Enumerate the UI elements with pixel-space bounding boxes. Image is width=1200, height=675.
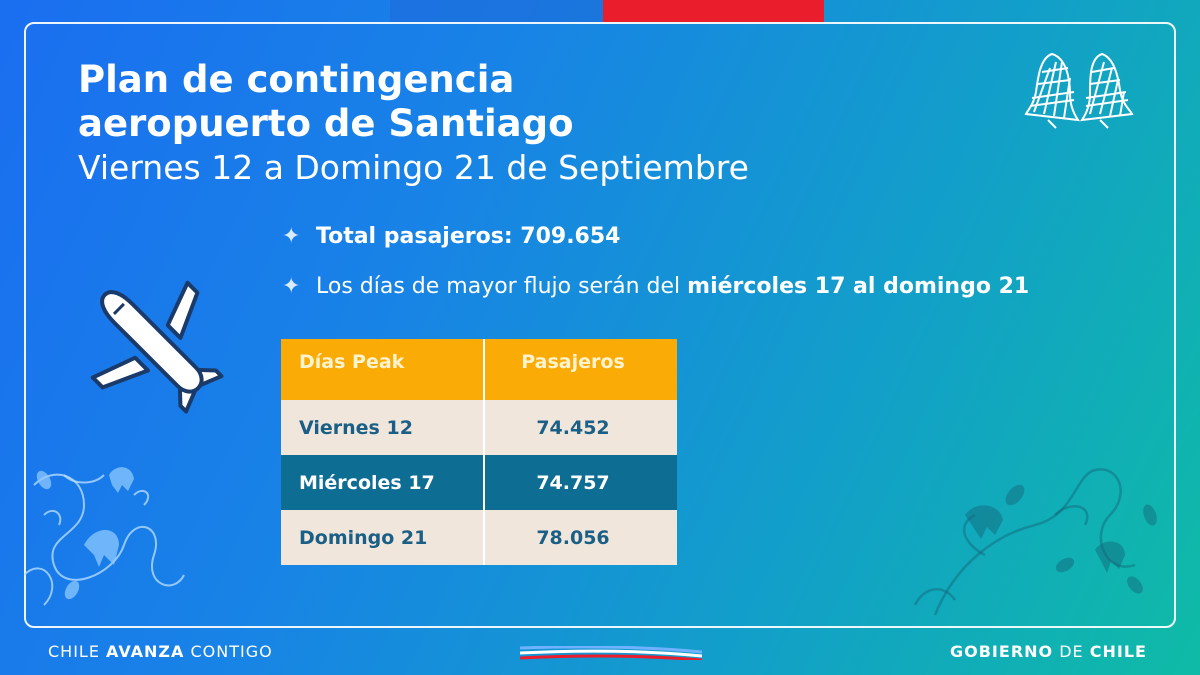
bullet-flow: ✦ Los días de mayor flujo serán del miérc… xyxy=(282,272,1029,302)
header-passengers: Pasajeros xyxy=(521,351,625,373)
title-line-2: aeropuerto de Santiago xyxy=(78,102,574,145)
flow-highlight: miércoles 17 al domingo 21 xyxy=(687,274,1030,299)
table-row: Viernes 12 74.452 xyxy=(281,400,677,455)
slogan-part: CHILE xyxy=(48,642,107,661)
content-frame xyxy=(24,22,1176,628)
flag-stripes-logo xyxy=(520,646,702,660)
page-title: Plan de contingencia aeropuerto de Santi… xyxy=(78,58,574,146)
airplane-icon xyxy=(90,280,224,414)
gov-part: GOBIERNO xyxy=(950,642,1054,661)
title-line-1: Plan de contingencia xyxy=(78,58,515,101)
slogan-part: AVANZA xyxy=(106,642,185,661)
cell-day: Miércoles 17 xyxy=(281,455,485,510)
sparkle-icon: ✦ xyxy=(282,274,301,299)
cell-passengers: 74.757 xyxy=(536,471,610,494)
table-row: Miércoles 17 74.757 xyxy=(281,455,677,510)
top-accent-blue xyxy=(390,0,603,22)
total-passengers: Total pasajeros: 709.654 xyxy=(316,224,621,249)
cell-passengers: 78.056 xyxy=(536,526,610,549)
header-days: Días Peak xyxy=(281,339,485,400)
table-row: Domingo 21 78.056 xyxy=(281,510,677,565)
cell-day: Domingo 21 xyxy=(281,510,485,565)
top-accent-red xyxy=(603,0,824,22)
slogan-part: CONTIGO xyxy=(184,642,273,661)
flower-decoration xyxy=(913,468,1157,616)
cell-passengers: 74.452 xyxy=(536,416,610,439)
bells-icon xyxy=(1024,52,1134,129)
table-header: Días Peak Pasajeros xyxy=(281,339,677,400)
flow-text: Los días de mayor flujo serán del xyxy=(316,274,688,299)
flower-decoration xyxy=(24,467,185,606)
sparkle-icon: ✦ xyxy=(282,224,301,249)
cell-day: Viernes 12 xyxy=(281,400,485,455)
page-subtitle: Viernes 12 a Domingo 21 de Septiembre xyxy=(78,148,749,187)
gov-part: CHILE xyxy=(1089,642,1147,661)
footer-slogan: CHILE AVANZA CONTIGO xyxy=(48,642,273,661)
peak-days-table: Días Peak Pasajeros Viernes 12 74.452 Mi… xyxy=(281,339,677,565)
gov-part: DE xyxy=(1053,642,1090,661)
bullet-total: ✦ Total pasajeros: 709.654 xyxy=(282,222,620,252)
footer-government: GOBIERNO DE CHILE xyxy=(950,642,1147,661)
